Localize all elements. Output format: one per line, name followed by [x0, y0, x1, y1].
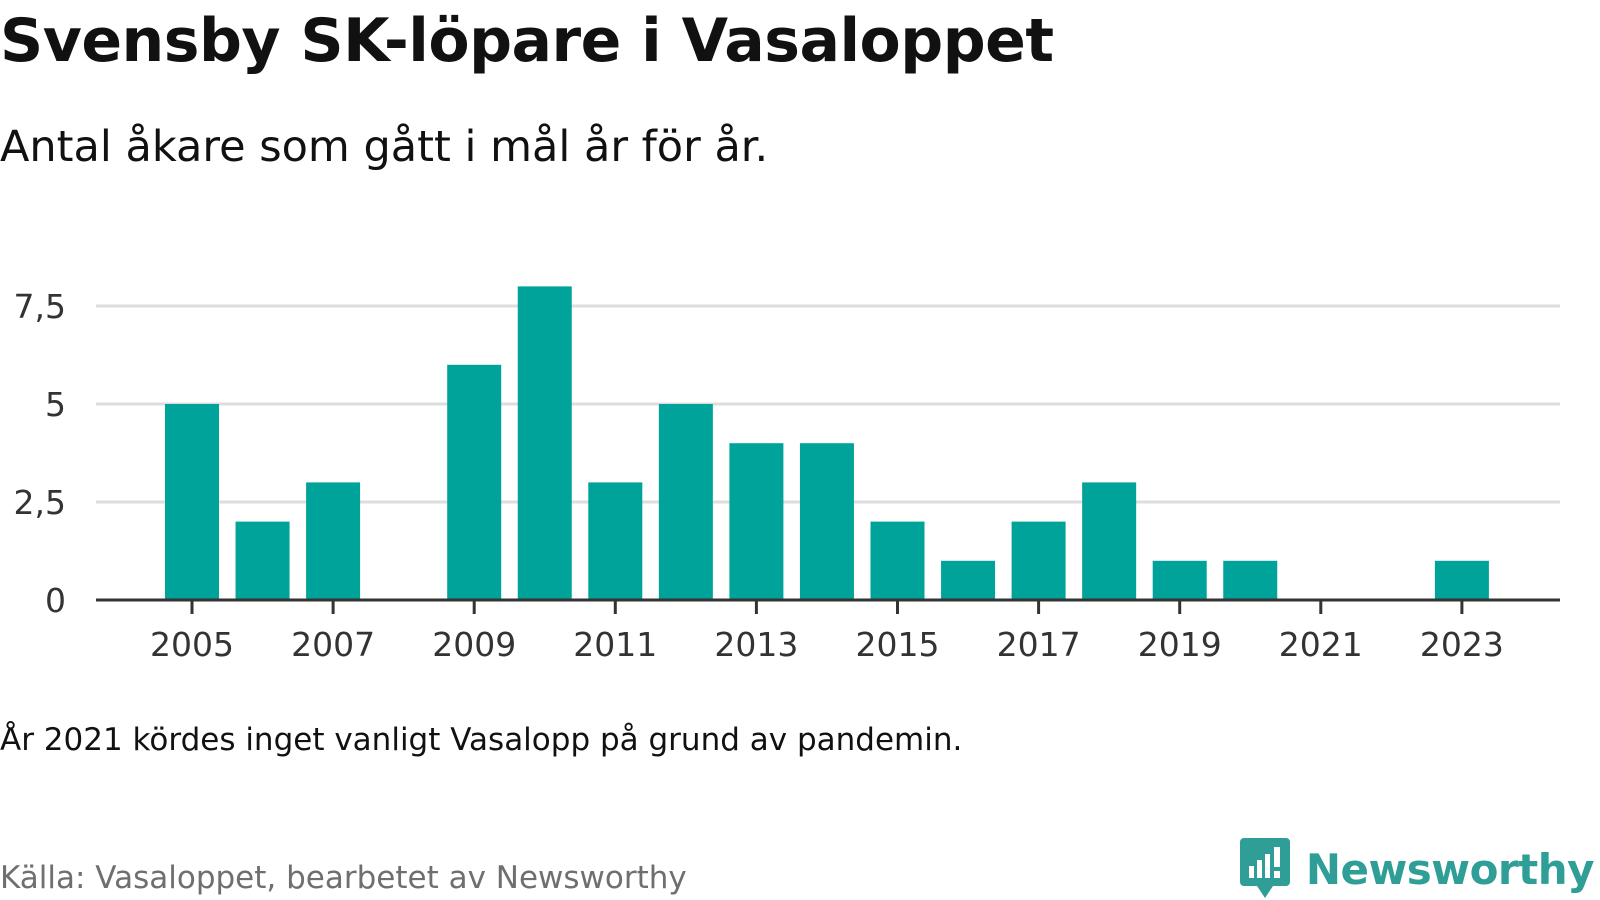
chart-note: År 2021 kördes inget vanligt Vasalopp på…	[0, 722, 963, 758]
bar-chart: 0 2,5 5 7,5 2005 2007 2009 2011 2013 2015 2017 2019…	[14, 286, 1560, 664]
x-tick-label: 2005	[150, 625, 234, 664]
x-tick-label: 2013	[714, 625, 798, 664]
y-tick-label: 5	[45, 385, 66, 424]
axes: 0 2,5 5 7,5 2005 2007 2009 2011 2013 2015 2017 2019…	[14, 287, 1560, 664]
bar-2007	[306, 482, 361, 600]
bar-2012	[658, 404, 713, 600]
bar-2018	[1082, 482, 1137, 600]
x-tick-label: 2021	[1279, 625, 1363, 664]
bar-2015	[870, 521, 925, 600]
bar-2006	[235, 521, 290, 600]
x-tick-label: 2009	[432, 625, 516, 664]
bar-2023	[1434, 560, 1489, 600]
x-tick-label: 2011	[573, 625, 657, 664]
bar-2017	[1011, 521, 1066, 600]
bar-2009	[447, 364, 502, 600]
source-text: Källa: Vasaloppet, bearbetet av Newswort…	[0, 860, 687, 896]
bar-2014	[799, 443, 854, 600]
bar-2011	[588, 482, 643, 600]
bar-chart-speech-bubble-icon	[1239, 838, 1290, 898]
y-tick-label: 0	[45, 581, 66, 620]
bar-2016	[941, 560, 996, 600]
bars	[165, 286, 1489, 600]
y-tick-label: 2,5	[14, 483, 66, 522]
brand-name: Newsworthy	[1305, 844, 1595, 894]
bar-2010	[517, 286, 572, 600]
newsworthy-logo: Newsworthy	[1239, 838, 1595, 900]
bar-2013	[729, 443, 784, 600]
x-tick-label: 2015	[856, 625, 940, 664]
x-tick-label: 2007	[291, 625, 375, 664]
x-tick-label: 2017	[997, 625, 1081, 664]
chart-title: Svensby SK-löpare i Vasaloppet	[0, 6, 1054, 76]
x-tick-label: 2019	[1138, 625, 1222, 664]
y-tick-label: 7,5	[14, 287, 66, 326]
bar-2020	[1223, 560, 1278, 600]
x-tick-label: 2023	[1420, 625, 1504, 664]
bar-2005	[165, 404, 219, 600]
chart-subtitle: Antal åkare som gått i mål år för år.	[0, 122, 769, 172]
bar-2019	[1152, 560, 1207, 600]
